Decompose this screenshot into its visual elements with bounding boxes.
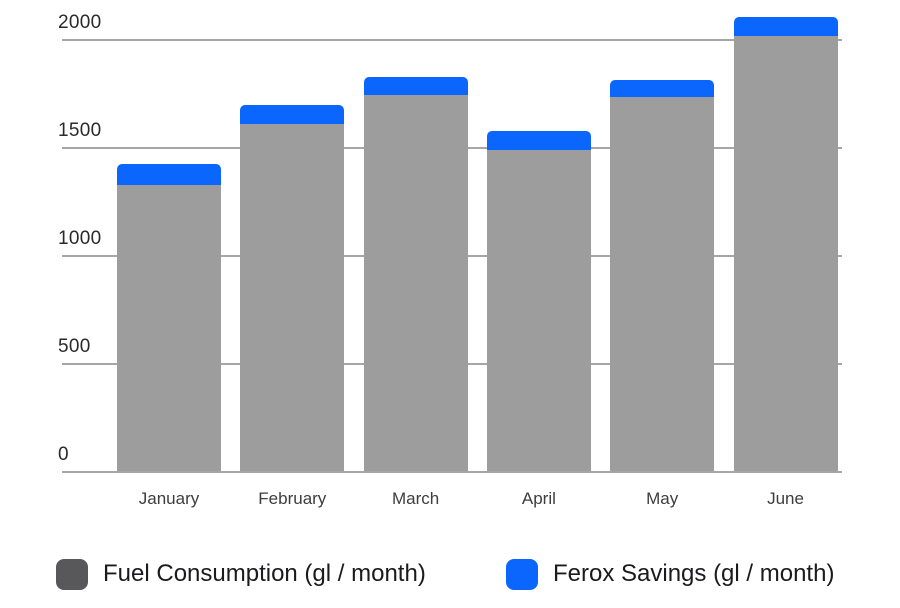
x-axis-label-april: April (521, 489, 556, 508)
bar-january[interactable] (117, 164, 221, 472)
fuel-consumption-legend-label: Fuel Consumption (gl / month) (103, 560, 426, 587)
x-axis-label-june: June (767, 489, 804, 508)
y-axis-tick-label-0: 0 (58, 444, 69, 465)
y-axis-tick-label-1500: 1500 (58, 120, 102, 141)
x-axis-label-february: February (258, 489, 327, 508)
bar-march[interactable] (363, 76, 468, 472)
fuel-consumption-segment-january[interactable] (117, 184, 221, 472)
fuel-consumption-segment-march[interactable] (363, 95, 468, 472)
fuel-consumption-segment-april[interactable] (486, 150, 591, 472)
fuel-consumption-segment-june[interactable] (733, 35, 838, 472)
fuel-consumption-segment-may[interactable] (610, 97, 715, 472)
y-axis-tick-label-2000: 2000 (58, 12, 102, 33)
bar-june[interactable] (733, 17, 838, 472)
ferox-savings-legend-swatch (506, 558, 538, 590)
gridline-2000 (62, 39, 842, 41)
fuel-consumption-segment-february[interactable] (240, 124, 345, 472)
ferox-savings-legend-label: Ferox Savings (gl / month) (553, 560, 835, 587)
x-axis-label-may: May (646, 489, 679, 508)
legend-item-ferox-savings[interactable]: Ferox Savings (gl / month) (506, 552, 834, 596)
y-axis-tick-label-1000: 1000 (58, 228, 102, 249)
bar-may[interactable] (610, 79, 715, 472)
y-axis-tick-label-500: 500 (58, 336, 91, 357)
x-axis-label-march: March (391, 489, 440, 508)
fuel-consumption-legend-swatch (56, 558, 88, 590)
ferox-savings-segment-march[interactable] (363, 76, 468, 96)
legend: Fuel Consumption (gl / month) Ferox Savi… (0, 552, 900, 596)
x-axis-baseline (62, 471, 842, 473)
ferox-savings-segment-april[interactable] (486, 130, 591, 151)
ferox-savings-segment-may[interactable] (610, 79, 715, 98)
ferox-savings-segment-june[interactable] (733, 17, 838, 36)
legend-item-fuel-consumption[interactable]: Fuel Consumption (gl / month) (56, 552, 426, 596)
x-axis-label-january: January (138, 489, 200, 508)
bar-february[interactable] (240, 104, 345, 472)
ferox-savings-segment-february[interactable] (240, 104, 345, 125)
ferox-savings-segment-january[interactable] (117, 164, 221, 185)
bar-april[interactable] (486, 130, 591, 472)
